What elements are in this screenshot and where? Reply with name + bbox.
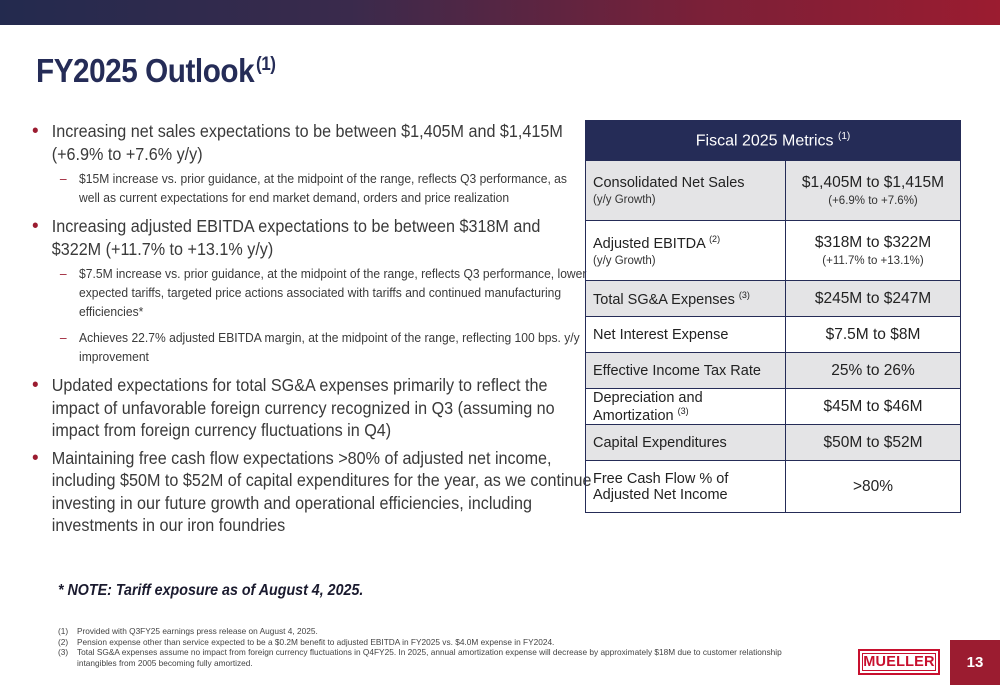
metric-sublabel: (y/y Growth) xyxy=(593,194,656,206)
page-title: FY2025 Outlook(1) xyxy=(36,52,276,89)
metric-value-cell: $50M to $52M xyxy=(785,424,961,461)
metric-label: Effective Income Tax Rate xyxy=(593,362,761,379)
dash-icon: – xyxy=(59,172,67,186)
metric-value-cell: $318M to $322M (+11.7% to +13.1%) xyxy=(785,220,961,281)
sub-bullet-item: – $7.5M increase vs. prior guidance, at t… xyxy=(32,265,588,322)
metric-label-cell: Free Cash Flow % of Adjusted Net Income xyxy=(585,460,786,513)
bullet-item: • Increasing net sales expectations to be… xyxy=(32,120,592,165)
metric-label: Net Interest Expense xyxy=(593,326,729,343)
top-banner xyxy=(0,0,1000,25)
metric-label: Free Cash Flow % of Adjusted Net Income xyxy=(593,470,729,503)
metric-label-cell: Total SG&A Expenses (3) xyxy=(585,280,786,317)
metric-label: Capital Expenditures xyxy=(593,434,727,451)
sub-bullet-item: – $15M increase vs. prior guidance, at th… xyxy=(32,170,588,208)
metric-label-cell: Net Interest Expense xyxy=(585,316,786,353)
metric-footnote-ref: (3) xyxy=(738,289,750,300)
metric-label-cell: Adjusted EBITDA (2) (y/y Growth) xyxy=(585,220,786,281)
footnotes: (1) Provided with Q3FY25 earnings press r… xyxy=(58,626,818,668)
metric-label: Depreciation and Amortization xyxy=(593,389,703,424)
table-row: Adjusted EBITDA (2) (y/y Growth) $318M to… xyxy=(585,220,961,281)
title-footnote-ref: (1) xyxy=(255,54,276,75)
bullet-dot-icon: • xyxy=(32,120,39,142)
table-row: Effective Income Tax Rate 25% to 26% xyxy=(585,352,961,389)
bullet-dot-icon: • xyxy=(32,215,39,237)
bullet-dot-icon: • xyxy=(32,374,39,396)
dash-icon: – xyxy=(59,267,67,281)
metric-value: >80% xyxy=(852,477,894,495)
table-row: Net Interest Expense $7.5M to $8M xyxy=(585,316,961,353)
metric-value-cell: $245M to $247M xyxy=(785,280,961,317)
metric-value: 25% to 26% xyxy=(831,361,915,379)
footnote: (2) Pension expense other than service ex… xyxy=(58,637,818,648)
sub-bullet-item: – Achieves 22.7% adjusted EBITDA margin, … xyxy=(32,329,588,367)
mueller-logo: MUELLER xyxy=(858,649,940,675)
table-header-row: Fiscal 2025 Metrics (1) xyxy=(585,120,961,161)
tariff-note: * NOTE: Tariff exposure as of August 4, … xyxy=(58,582,364,599)
metric-value: $45M to $46M xyxy=(823,397,923,415)
metric-value-cell: $1,405M to $1,415M (+6.9% to +7.6%) xyxy=(785,160,961,221)
footnote: (3) Total SG&A expenses assume no impact … xyxy=(58,647,818,668)
footnote-number: (3) xyxy=(58,647,69,658)
bullet-text: Maintaining free cash flow expectations … xyxy=(51,447,592,536)
footnote-number: (2) xyxy=(58,636,69,647)
metric-label-cell: Capital Expenditures xyxy=(585,424,786,461)
sub-bullet-text: Achieves 22.7% adjusted EBITDA margin, a… xyxy=(79,331,580,364)
metric-value-cell: 25% to 26% xyxy=(785,352,961,389)
table-row: Total SG&A Expenses (3) $245M to $247M xyxy=(585,280,961,317)
table-row: Free Cash Flow % of Adjusted Net Income … xyxy=(585,460,961,513)
metric-label: Consolidated Net Sales xyxy=(593,175,745,191)
footnote-number: (1) xyxy=(58,626,69,636)
bullet-text: Updated expectations for total SG&A expe… xyxy=(51,375,555,440)
footnote: (1) Provided with Q3FY25 earnings press r… xyxy=(58,626,818,637)
metric-value: $50M to $52M xyxy=(823,433,923,451)
bullet-dot-icon: • xyxy=(32,446,39,469)
table-row: Capital Expenditures $50M to $52M xyxy=(585,424,961,461)
metric-subvalue: (+6.9% to +7.6%) xyxy=(828,195,918,207)
bullet-text: Increasing adjusted EBITDA expectations … xyxy=(51,216,541,259)
table-row: Depreciation and Amortization (3) $45M t… xyxy=(585,388,961,425)
metric-value: $245M to $247M xyxy=(814,289,932,307)
bullet-item: • Increasing adjusted EBITDA expectations… xyxy=(32,215,592,260)
table-header-footnote-ref: (1) xyxy=(838,130,851,142)
sub-bullet-text: $7.5M increase vs. prior guidance, at th… xyxy=(79,267,587,319)
metric-footnote-ref: (2) xyxy=(709,234,721,245)
metrics-table: Fiscal 2025 Metrics (1) Consolidated Net… xyxy=(585,120,961,513)
metric-value: $1,405M to $1,415M xyxy=(801,174,945,191)
metric-value: $318M to $322M xyxy=(814,234,932,251)
sub-bullet-text: $15M increase vs. prior guidance, at the… xyxy=(79,172,567,205)
bullet-item: • Maintaining free cash flow expectations… xyxy=(32,447,592,537)
metric-label: Adjusted EBITDA xyxy=(593,235,706,252)
metric-label: Total SG&A Expenses xyxy=(593,291,735,308)
metric-value-cell: >80% xyxy=(785,460,961,513)
table-row: Consolidated Net Sales (y/y Growth) $1,40… xyxy=(585,160,961,221)
metric-value-cell: $7.5M to $8M xyxy=(785,316,961,353)
bullet-text: Increasing net sales expectations to be … xyxy=(51,121,563,164)
bullet-item: • Updated expectations for total SG&A exp… xyxy=(32,374,592,442)
footnote-text: Pension expense other than service expec… xyxy=(77,636,555,647)
metric-sublabel: (y/y Growth) xyxy=(593,254,656,267)
footnote-text: Total SG&A expenses assume no impact fro… xyxy=(77,647,782,668)
metric-value: $7.5M to $8M xyxy=(825,325,921,343)
metric-label-cell: Consolidated Net Sales (y/y Growth) xyxy=(585,160,786,221)
metric-label-cell: Effective Income Tax Rate xyxy=(585,352,786,389)
footnote-text: Provided with Q3FY25 earnings press rele… xyxy=(77,626,318,636)
metric-footnote-ref: (3) xyxy=(677,405,689,416)
table-header: Fiscal 2025 Metrics (1) xyxy=(585,120,961,161)
metric-label-cell: Depreciation and Amortization (3) xyxy=(585,388,786,425)
page-number: 13 xyxy=(950,640,1000,685)
metric-value-cell: $45M to $46M xyxy=(785,388,961,425)
metric-subvalue: (+11.7% to +13.1%) xyxy=(822,255,924,267)
dash-icon: – xyxy=(59,331,67,345)
bullet-list: • Increasing net sales expectations to be… xyxy=(32,120,592,542)
